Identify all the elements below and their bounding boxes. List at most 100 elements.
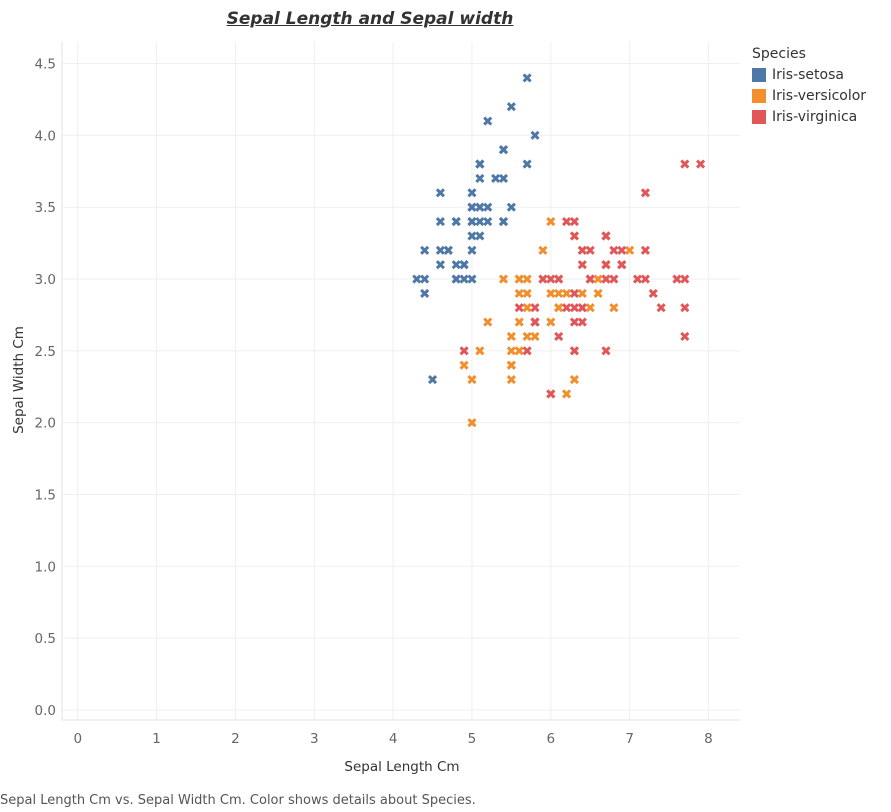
data-point — [522, 274, 532, 284]
data-point — [498, 274, 509, 284]
x-tick-label: 0 — [73, 731, 82, 747]
data-point — [475, 216, 485, 227]
data-point — [593, 288, 603, 298]
data-point — [412, 274, 422, 284]
data-point — [467, 216, 477, 227]
data-point — [577, 303, 587, 313]
data-point — [546, 274, 556, 284]
data-point — [672, 274, 682, 284]
y-tick-label: 1.5 — [35, 487, 56, 503]
data-point — [467, 274, 477, 284]
data-point — [514, 317, 524, 327]
data-point — [577, 260, 587, 270]
data-point — [491, 173, 501, 184]
data-point — [585, 274, 595, 284]
data-point — [680, 303, 690, 313]
x-tick-label: 4 — [389, 731, 398, 747]
data-point — [506, 202, 516, 212]
data-point — [577, 245, 587, 255]
data-point — [451, 260, 461, 270]
data-point — [475, 231, 485, 241]
data-point — [569, 346, 580, 356]
data-point — [617, 245, 627, 255]
data-point — [435, 216, 445, 227]
data-point — [530, 317, 540, 327]
data-point — [640, 274, 650, 284]
data-point — [443, 245, 453, 255]
y-tick-label: 2.0 — [35, 416, 56, 432]
y-tick-label: 2.5 — [35, 344, 56, 360]
data-point — [656, 303, 666, 313]
y-tick-label: 0.5 — [35, 631, 56, 647]
data-point — [585, 303, 595, 313]
data-point — [593, 274, 603, 284]
data-point — [522, 159, 532, 169]
x-tick-label: 8 — [704, 731, 713, 747]
legend-swatch — [752, 109, 766, 124]
data-point — [475, 159, 485, 169]
y-axis-label: Sepal Width Cm — [11, 326, 27, 434]
legend-label: Iris-versicolor — [772, 87, 867, 104]
y-tick-label: 1.0 — [35, 559, 56, 575]
data-point — [601, 346, 611, 356]
legend-swatch — [752, 67, 766, 82]
data-point — [546, 389, 556, 399]
x-axis-label: Sepal Length Cm — [344, 759, 459, 775]
data-point — [459, 360, 469, 370]
data-point — [546, 288, 556, 298]
data-point — [467, 418, 477, 428]
data-point — [609, 245, 619, 255]
data-point — [467, 202, 477, 212]
data-point — [569, 288, 580, 298]
y-tick-label: 0.0 — [35, 703, 56, 719]
data-point — [680, 331, 690, 342]
data-point — [459, 274, 469, 284]
data-point — [498, 216, 509, 227]
legend-label: Iris-setosa — [772, 66, 844, 83]
series-iris-virginica — [459, 159, 706, 399]
y-tick-label: 4.5 — [35, 57, 56, 73]
data-point — [427, 375, 438, 385]
data-point — [601, 231, 611, 241]
data-point — [538, 274, 548, 284]
y-tick-label: 3.0 — [35, 272, 56, 288]
data-point — [554, 288, 564, 298]
data-point — [522, 73, 532, 83]
data-point — [522, 331, 532, 342]
x-tick-label: 2 — [231, 731, 240, 747]
data-point — [506, 331, 516, 342]
data-point — [625, 245, 635, 255]
data-point — [601, 260, 611, 270]
data-point — [475, 346, 485, 356]
legend-label: Iris-virginica — [772, 108, 858, 125]
data-point — [475, 202, 485, 212]
data-point — [498, 173, 509, 184]
data-point — [522, 303, 532, 313]
data-point — [561, 303, 572, 313]
data-point — [601, 274, 611, 284]
data-point — [451, 216, 461, 227]
x-tick-label: 6 — [546, 731, 555, 747]
data-point — [680, 274, 690, 284]
data-point — [522, 346, 532, 356]
data-point — [648, 288, 658, 298]
data-point — [514, 303, 524, 313]
data-point — [467, 245, 477, 255]
legend-item: Iris-setosa — [752, 64, 866, 85]
data-point — [609, 274, 619, 284]
data-point — [554, 303, 564, 313]
x-tick-label: 5 — [468, 731, 477, 747]
data-point — [696, 159, 706, 169]
legend: Species Iris-setosa Iris-versicolor Iris-v… — [752, 46, 866, 127]
x-tick-label: 1 — [152, 731, 161, 747]
data-point — [632, 274, 643, 284]
data-point — [467, 231, 477, 241]
data-point — [435, 260, 445, 270]
data-point — [475, 173, 485, 184]
data-point — [530, 303, 540, 313]
data-point — [451, 274, 461, 284]
data-point — [506, 346, 516, 356]
data-point — [506, 102, 516, 112]
data-point — [538, 245, 548, 255]
data-point — [435, 245, 445, 255]
